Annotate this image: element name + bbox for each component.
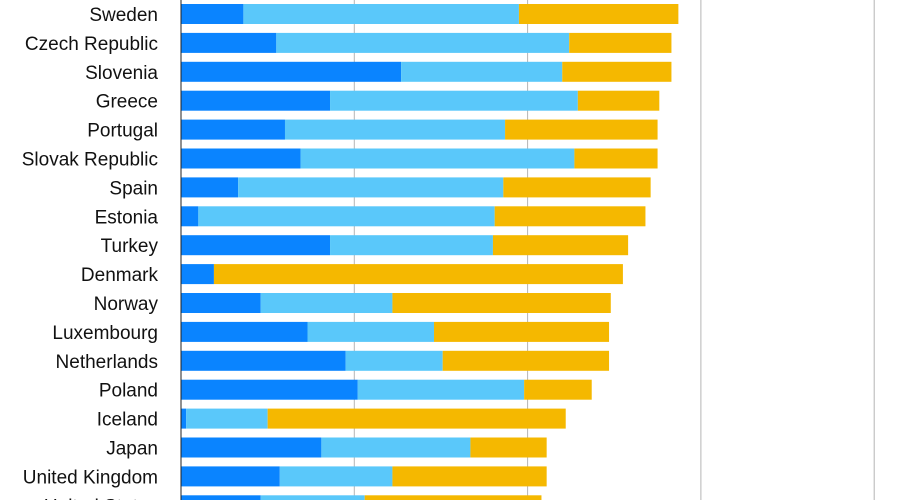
bar-segment-3-slovak-republic bbox=[574, 148, 658, 169]
category-label: United Kingdom bbox=[23, 467, 158, 488]
bar-segment-1-iceland bbox=[181, 408, 187, 429]
bar-segment-1-spain bbox=[181, 177, 239, 198]
bar-segment-2-estonia bbox=[198, 206, 495, 227]
bar-segment-3-portugal bbox=[505, 119, 658, 140]
bar-segment-3-netherlands bbox=[442, 350, 610, 371]
bar-segment-1-denmark bbox=[181, 264, 214, 285]
category-label: Turkey bbox=[101, 236, 159, 257]
bar-segment-2-luxembourg bbox=[307, 321, 435, 342]
category-label: Norway bbox=[94, 294, 159, 315]
bar-segment-2-spain bbox=[238, 177, 504, 198]
category-label: Estonia bbox=[95, 207, 159, 228]
category-label: Spain bbox=[109, 178, 158, 199]
bar-segment-2-norway bbox=[260, 293, 393, 313]
bar-segment-2-iceland bbox=[186, 408, 268, 429]
bar-segment-2-portugal bbox=[284, 119, 506, 140]
category-label: Sweden bbox=[89, 5, 158, 26]
bar-segment-1-greece bbox=[181, 90, 331, 111]
bar-segment-2-sweden bbox=[243, 4, 519, 24]
bar-segment-3-denmark bbox=[213, 264, 623, 285]
bar-segment-1-united-kingdom bbox=[181, 466, 280, 487]
bar-segment-3-united-kingdom bbox=[392, 466, 547, 487]
category-label: Slovenia bbox=[85, 63, 158, 84]
bar-segment-1-netherlands bbox=[181, 350, 346, 371]
bar-segment-2-poland bbox=[357, 379, 525, 400]
bar-segment-1-norway bbox=[181, 293, 261, 313]
bar-segment-3-norway bbox=[392, 293, 611, 313]
category-label: Luxembourg bbox=[52, 323, 158, 344]
bar-segment-3-sweden bbox=[518, 4, 679, 24]
bar-segment-3-slovenia bbox=[562, 61, 672, 82]
bar-segment-3-iceland bbox=[267, 408, 566, 429]
bar-segment-3-estonia bbox=[494, 206, 646, 227]
bar-segment-3-japan bbox=[470, 437, 547, 458]
bars bbox=[181, 4, 679, 500]
bar-segment-2-greece bbox=[330, 90, 578, 111]
category-label: Netherlands bbox=[56, 352, 158, 373]
bar-segment-2-netherlands bbox=[345, 350, 443, 371]
category-labels: Sweden Czech Republic Slovenia Greece Portug… bbox=[22, 5, 159, 500]
bar-segment-1-turkey bbox=[181, 235, 331, 256]
bar-segment-2-slovak-republic bbox=[300, 148, 575, 169]
bar-segment-1-sweden bbox=[181, 4, 244, 24]
bar-segment-1-united-states bbox=[181, 495, 261, 500]
bar-segment-2-czech-republic bbox=[276, 32, 570, 53]
category-label: Czech Republic bbox=[25, 34, 158, 55]
bar-segment-1-poland bbox=[181, 379, 358, 400]
bar-segment-1-slovenia bbox=[181, 61, 402, 82]
category-label: Greece bbox=[96, 92, 158, 113]
bar-segment-1-luxembourg bbox=[181, 321, 308, 342]
category-label: Japan bbox=[106, 439, 158, 460]
bar-segment-2-slovenia bbox=[401, 61, 563, 82]
bar-segment-3-poland bbox=[524, 379, 592, 400]
bar-segment-3-united-states bbox=[364, 495, 542, 500]
bar-segment-1-japan bbox=[181, 437, 322, 458]
bar-segment-3-turkey bbox=[492, 235, 629, 256]
bar-segment-1-slovak-republic bbox=[181, 148, 301, 169]
category-label: Denmark bbox=[81, 265, 159, 286]
bar-segment-2-united-states bbox=[260, 495, 365, 500]
category-label: Poland bbox=[99, 381, 158, 402]
bar-segment-1-estonia bbox=[181, 206, 199, 227]
bar-segment-1-portugal bbox=[181, 119, 285, 140]
bar-segment-2-united-kingdom bbox=[279, 466, 393, 487]
bar-segment-3-greece bbox=[577, 90, 660, 111]
category-label: Portugal bbox=[87, 121, 158, 142]
bar-segment-3-luxembourg bbox=[434, 321, 610, 342]
bar-segment-1-czech-republic bbox=[181, 32, 277, 53]
bar-segment-2-japan bbox=[321, 437, 471, 458]
category-label: United States bbox=[44, 496, 158, 500]
category-label: Slovak Republic bbox=[22, 150, 158, 171]
bar-segment-3-spain bbox=[503, 177, 651, 198]
category-label: Iceland bbox=[97, 410, 158, 431]
bar-segment-3-czech-republic bbox=[569, 32, 672, 53]
bar-segment-2-turkey bbox=[330, 235, 493, 256]
